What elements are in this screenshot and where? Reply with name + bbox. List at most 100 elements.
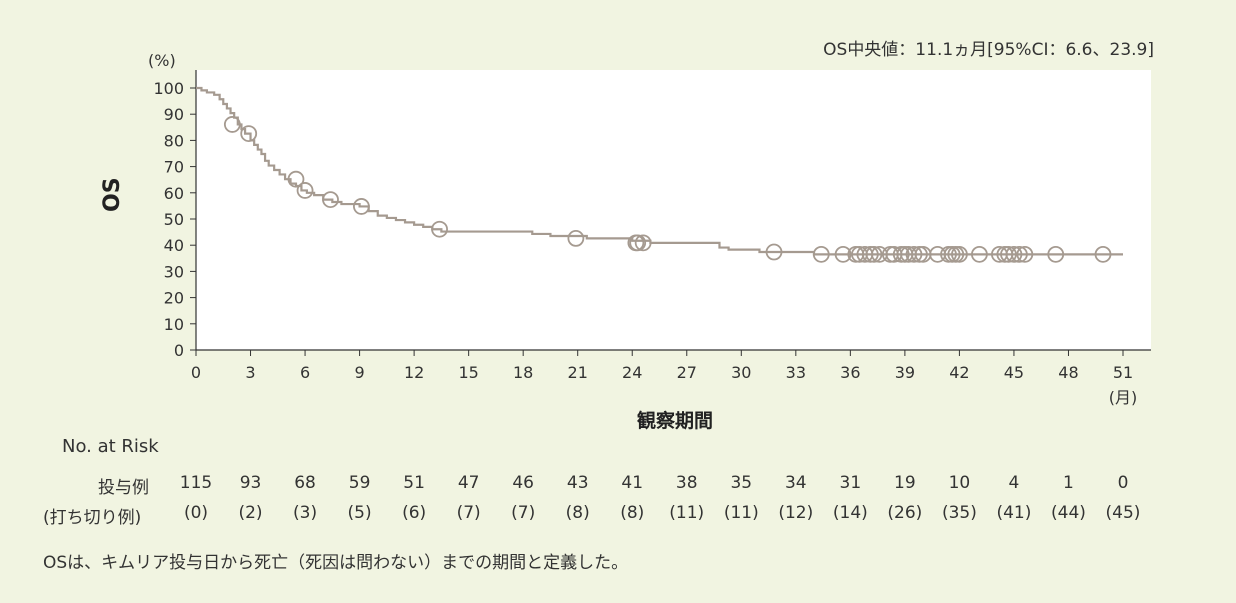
y-tick-label: 60 xyxy=(164,184,184,203)
y-axis-label: OS xyxy=(100,177,125,212)
censor-mark xyxy=(951,245,968,263)
risk-value-censored: (5) xyxy=(347,503,372,523)
y-tick-label: 0 xyxy=(174,341,184,360)
risk-value-censored: (14) xyxy=(832,503,868,523)
censor-mark xyxy=(1010,245,1028,263)
censor-mark xyxy=(431,220,448,238)
y-tick-label: 30 xyxy=(164,262,184,281)
censor-mark xyxy=(812,245,830,263)
censor-mark xyxy=(353,198,370,215)
x-tick-label: 9 xyxy=(354,363,364,382)
risk-value-censored: (7) xyxy=(456,503,481,523)
risk-value-at-risk: 0 xyxy=(1117,473,1129,493)
risk-value-censored: (35) xyxy=(941,503,977,523)
risk-value-at-risk: 59 xyxy=(348,473,371,493)
censor-mark xyxy=(1000,245,1017,263)
x-tick-label: 21 xyxy=(568,363,588,382)
x-tick-label: 51 xyxy=(1113,363,1133,382)
censor-mark xyxy=(834,245,852,263)
risk-value-censored: (45) xyxy=(1105,503,1141,523)
x-tick-label: 36 xyxy=(840,363,860,382)
y-tick-label: 10 xyxy=(164,315,184,334)
x-tick-label: 42 xyxy=(949,363,969,382)
risk-value-at-risk: 19 xyxy=(894,473,916,493)
y-tick-label: 100 xyxy=(153,79,184,98)
risk-value-censored: (8) xyxy=(565,503,590,523)
risk-value-censored: (8) xyxy=(620,503,645,523)
censor-mark xyxy=(240,125,258,142)
plot-area xyxy=(196,70,1151,350)
risk-value-at-risk: 38 xyxy=(675,473,698,493)
risk-value-at-risk: 46 xyxy=(512,473,534,493)
x-tick-label: 27 xyxy=(677,363,697,382)
x-tick-label: 33 xyxy=(786,363,806,382)
risk-value-censored: (44) xyxy=(1051,503,1086,523)
censor-mark xyxy=(1005,245,1023,263)
risk-value-censored: (11) xyxy=(723,503,759,523)
risk-value-censored: (12) xyxy=(778,503,814,523)
risk-value-at-risk: 115 xyxy=(179,473,213,493)
censor-mark xyxy=(971,245,988,263)
x-tick-label: 39 xyxy=(895,363,915,382)
risk-value-at-risk: 10 xyxy=(948,473,971,493)
x-tick-label: 0 xyxy=(191,363,201,382)
censor-mark xyxy=(296,182,314,199)
x-tick-label: 18 xyxy=(513,363,533,382)
risk-value-at-risk: 1 xyxy=(1063,473,1074,493)
risk-value-censored: (11) xyxy=(669,503,705,523)
risk-value-at-risk: 4 xyxy=(1008,473,1020,493)
risk-value-censored: (2) xyxy=(238,503,263,523)
risk-value-at-risk: 93 xyxy=(239,473,262,493)
risk-value-censored: (3) xyxy=(293,503,318,523)
risk-value-censored: (0) xyxy=(183,503,209,523)
risk-value-at-risk: 31 xyxy=(839,473,862,493)
x-tick-label: 12 xyxy=(404,363,424,382)
x-unit-label: (月) xyxy=(1109,388,1138,407)
x-tick-label: 15 xyxy=(458,363,478,382)
risk-value-at-risk: 47 xyxy=(457,473,480,493)
censor-mark xyxy=(1047,245,1065,263)
censor-mark xyxy=(634,234,652,252)
x-tick-label: 24 xyxy=(622,363,642,382)
median-annotation: OS中央値：11.1ヵ月[95%CI：6.6、23.9] xyxy=(823,40,1154,60)
y-tick-label: 50 xyxy=(164,210,184,229)
censor-mark xyxy=(1094,245,1112,263)
axes xyxy=(190,70,1151,356)
risk-value-censored: (26) xyxy=(887,503,923,523)
x-tick-label: 6 xyxy=(300,363,310,382)
risk-value-censored: (41) xyxy=(996,503,1032,523)
censor-mark xyxy=(287,170,305,188)
risk-table-header: No. at Risk xyxy=(62,436,159,457)
risk-value-at-risk: 51 xyxy=(403,473,425,493)
censor-mark xyxy=(905,245,923,263)
y-tick-label: 40 xyxy=(164,236,184,255)
censor-mark xyxy=(765,243,783,261)
censor-marks xyxy=(223,116,1112,263)
x-tick-label: 3 xyxy=(245,363,255,382)
censor-mark xyxy=(865,245,883,263)
risk-value-censored: (7) xyxy=(511,503,536,523)
x-tick-label: 48 xyxy=(1058,363,1078,382)
y-tick-label: 90 xyxy=(164,105,184,124)
risk-row-label-censored: (打ち切り例) xyxy=(43,508,142,528)
risk-value-at-risk: 43 xyxy=(566,473,589,493)
y-tick-label: 20 xyxy=(164,289,184,308)
risk-value-at-risk: 35 xyxy=(730,473,753,493)
risk-value-at-risk: 34 xyxy=(784,473,807,493)
censor-mark xyxy=(629,234,647,252)
risk-value-censored: (6) xyxy=(402,503,427,523)
censor-mark xyxy=(1016,245,1034,263)
risk-row-label-at-risk: 投与例 xyxy=(98,478,149,498)
y-tick-label: 70 xyxy=(164,158,184,177)
censor-mark xyxy=(322,191,339,209)
y-tick-label: 80 xyxy=(164,131,184,150)
risk-value-at-risk: 68 xyxy=(294,473,316,493)
y-unit-label: (%) xyxy=(148,51,176,70)
x-axis-label: 観察期間 xyxy=(637,409,713,432)
x-tick-label: 45 xyxy=(1004,363,1024,382)
censor-mark xyxy=(223,116,241,133)
x-tick-label: 30 xyxy=(731,363,751,382)
risk-value-at-risk: 41 xyxy=(621,473,644,493)
